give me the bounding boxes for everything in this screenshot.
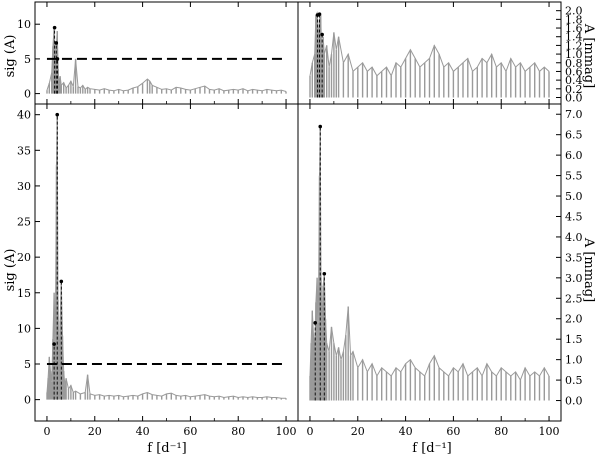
y-tick-label: 0 — [24, 88, 31, 101]
x-axis-label-bottom-right: f [d⁻¹] — [412, 441, 451, 456]
y-tick-label: 0.5 — [565, 374, 583, 387]
y-tick-label: 0.0 — [565, 395, 583, 408]
y-tick-label: 1.0 — [565, 354, 583, 367]
y-tick-label: 30 — [17, 180, 31, 193]
y-tick-label: 25 — [17, 216, 31, 229]
y-tick-label: 1.2 — [565, 39, 583, 52]
peak-marker — [317, 12, 322, 16]
y-tick-label: 6.5 — [565, 129, 583, 142]
peak-marker — [320, 32, 324, 37]
y-tick-label: 2.0 — [565, 5, 583, 18]
x-tick-label: 80 — [231, 425, 245, 438]
peak-marker — [55, 112, 60, 117]
panel-top-right: 0.00.20.40.60.81.01.21.41.61.82.0 — [297, 1, 583, 105]
y-tick-label: 1.6 — [565, 22, 583, 35]
y-axis-label-bottom-right: A [mmag] — [581, 237, 596, 302]
y-tick-label: 40 — [17, 109, 31, 122]
y-tick-label: 3.5 — [565, 251, 583, 264]
y-axis-label-top-right: A [mmag] — [581, 23, 596, 88]
y-tick-label: 1.4 — [565, 31, 583, 44]
y-tick-label: 20 — [17, 251, 31, 264]
series-line — [309, 11, 550, 78]
series-line — [46, 27, 287, 92]
y-axis-label-bottom-left: sig (A) — [3, 249, 18, 292]
series-line — [309, 126, 550, 382]
y-tick-label: 15 — [17, 287, 31, 300]
y-tick-label: 0.4 — [565, 74, 583, 87]
y-tick-label: 0 — [24, 394, 31, 407]
y-axis-label-top-left: sig (A) — [3, 35, 18, 78]
y-tick-label: 0.8 — [565, 57, 583, 70]
x-tick-label: 40 — [399, 425, 413, 438]
series-spikes — [309, 126, 550, 401]
peak-marker — [318, 124, 323, 129]
y-tick-label: 1.0 — [565, 48, 583, 61]
y-tick-label: 6.0 — [565, 149, 583, 162]
y-tick-label: 10 — [17, 322, 31, 335]
y-tick-label: 1.8 — [565, 13, 583, 26]
x-tick-label: 20 — [351, 425, 365, 438]
series-spikes — [309, 12, 550, 98]
x-tick-label: 0 — [306, 425, 313, 438]
y-tick-label: 5.5 — [565, 170, 583, 183]
x-axis-label-bottom-left: f [d⁻¹] — [147, 441, 186, 456]
x-tick-label: 100 — [276, 425, 297, 438]
y-tick-label: 3.0 — [565, 272, 583, 285]
x-tick-label: 60 — [446, 425, 460, 438]
y-tick-label: 7.0 — [565, 108, 583, 121]
series-line — [46, 114, 286, 399]
y-tick-label: 0.6 — [565, 65, 583, 78]
series-spikes — [46, 27, 287, 94]
y-tick-label: 10 — [17, 18, 31, 31]
panel-frame — [34, 103, 299, 422]
peak-marker — [54, 41, 59, 45]
panel-bottom-right: 0 20 40 60 80 100 0.0 0.5 1.0 1.5 2.0 2.5 3.0 3.5 4.0 4… — [297, 103, 583, 438]
y-tick-label: 5 — [24, 53, 31, 66]
peak-marker — [322, 271, 327, 276]
y-tick-label: 2.5 — [565, 292, 583, 305]
y-tick-label: 5 — [24, 358, 31, 371]
y-tick-label: 5.0 — [565, 190, 583, 203]
y-tick-label: 0.0 — [565, 91, 583, 104]
y-tick-label: 0.2 — [565, 83, 583, 96]
x-tick-label: 80 — [494, 425, 508, 438]
x-tick-label: 60 — [183, 425, 197, 438]
x-tick-label: 0 — [43, 425, 50, 438]
peak-marker — [313, 321, 318, 325]
y-tick-label: 4.0 — [565, 231, 583, 244]
series-spikes — [46, 114, 287, 400]
peak-marker — [52, 25, 57, 30]
x-tick-label: 20 — [88, 425, 102, 438]
y-tick-label: 4.5 — [565, 210, 583, 223]
y-tick-label: 2.0 — [565, 313, 583, 326]
peak-marker — [52, 342, 56, 346]
y-tick-label: 35 — [17, 144, 31, 157]
panel-bottom-left: 0 20 40 60 80 100 0 5 10 15 20 25 30 35 40 — [17, 103, 299, 438]
x-tick-label: 100 — [539, 425, 560, 438]
y-tick-label: 1.5 — [565, 333, 583, 346]
x-tick-label: 40 — [136, 425, 150, 438]
panel-top-left: 0 5 10 — [17, 1, 299, 105]
peak-marker — [59, 279, 64, 284]
